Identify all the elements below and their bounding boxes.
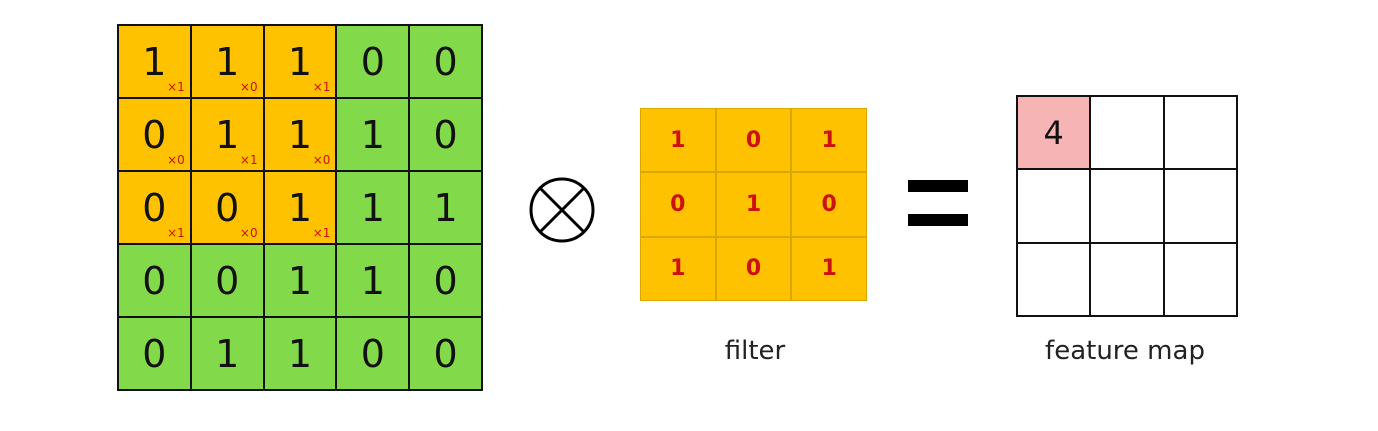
filter-cell: 1 xyxy=(641,237,715,300)
input-cell: 0 xyxy=(119,245,190,316)
input-cell-value: 0 xyxy=(215,185,240,230)
feature-map-cell xyxy=(1018,170,1090,242)
filter-weight-label: ×0 xyxy=(167,153,185,167)
filter-cell: 0 xyxy=(641,173,715,236)
input-cell-value: 0 xyxy=(142,112,167,157)
input-cell: 1 xyxy=(191,318,263,389)
input-cell-value: 1 xyxy=(215,112,240,157)
filter-cell: 0 xyxy=(716,109,791,172)
input-cell: 1 ×1 xyxy=(191,99,263,170)
input-cell-value: 0 xyxy=(433,112,458,157)
input-cell: 1 ×1 xyxy=(119,26,190,97)
input-cell-value: 1 xyxy=(142,39,167,84)
input-cell-value: 1 xyxy=(360,258,385,303)
input-cell: 0 xyxy=(337,318,409,389)
filter-cell: 0 xyxy=(716,237,791,300)
input-cell-value: 0 xyxy=(360,39,385,84)
input-cell: 1 xyxy=(337,172,409,243)
feature-map-cell xyxy=(1091,243,1163,315)
filter-weight-label: ×1 xyxy=(167,226,185,240)
feature-map-matrix: 4 xyxy=(1016,95,1238,317)
input-cell-value: 1 xyxy=(287,185,313,230)
input-cell: 0 xyxy=(410,318,481,389)
filter-weight-label: ×1 xyxy=(312,226,331,240)
convolution-operator-icon xyxy=(529,177,595,243)
input-cell: 0 xyxy=(191,245,263,316)
input-cell: 1 ×0 xyxy=(264,99,336,170)
input-cell: 0 xyxy=(410,26,481,97)
input-cell: 0 xyxy=(119,318,190,389)
feature-map-cell xyxy=(1164,170,1236,242)
input-cell-value: 0 xyxy=(142,258,167,303)
input-cell: 0 xyxy=(337,26,409,97)
input-cell: 1 xyxy=(337,99,409,170)
input-cell-value: 1 xyxy=(287,39,313,84)
input-cell: 0 ×0 xyxy=(191,172,263,243)
input-cell-value: 1 xyxy=(215,331,240,376)
feature-map-cell xyxy=(1164,243,1236,315)
equals-icon xyxy=(908,180,968,228)
filter-cell: 1 xyxy=(641,109,715,172)
input-cell: 1 xyxy=(337,245,409,316)
feature-map-cell xyxy=(1091,97,1163,169)
filter-weight-label: ×1 xyxy=(167,80,185,94)
input-cell: 1 xyxy=(410,172,481,243)
input-cell: 0 xyxy=(410,245,481,316)
input-cell: 1 xyxy=(264,245,336,316)
filter-weight-label: ×1 xyxy=(312,80,331,94)
filter-weight-label: ×0 xyxy=(239,80,258,94)
filter-weight-label: ×0 xyxy=(312,153,331,167)
input-cell: 0 ×1 xyxy=(119,172,190,243)
filter-cell: 0 xyxy=(792,173,866,236)
input-cell-value: 0 xyxy=(433,258,458,303)
input-cell-value: 1 xyxy=(215,39,240,84)
filter-weight-label: ×0 xyxy=(239,226,258,240)
input-cell-value: 0 xyxy=(142,185,167,230)
input-cell: 1 ×1 xyxy=(264,26,336,97)
input-cell-value: 0 xyxy=(215,258,240,303)
input-cell-value: 1 xyxy=(433,185,458,230)
input-cell-value: 0 xyxy=(142,331,167,376)
input-cell: 0 xyxy=(410,99,481,170)
input-cell: 1 xyxy=(264,318,336,389)
filter-label: filter xyxy=(724,336,786,366)
feature-map-cell xyxy=(1018,243,1090,315)
input-cell-value: 0 xyxy=(360,331,385,376)
input-cell: 1 ×0 xyxy=(191,26,263,97)
input-cell-value: 0 xyxy=(433,331,458,376)
input-cell-value: 1 xyxy=(287,112,313,157)
filter-cell: 1 xyxy=(792,237,866,300)
input-cell-value: 1 xyxy=(287,331,313,376)
feature-map-label: feature map xyxy=(1045,336,1205,366)
filter-cell: 1 xyxy=(716,173,791,236)
input-cell: 1 ×1 xyxy=(264,172,336,243)
input-cell-value: 1 xyxy=(360,185,385,230)
input-matrix: 1 ×1 1 ×0 1 ×1 0 0 0 ×0 1 ×1 1 ×0 1 0 0 ×1 0 ×0 1 ×1 1 1 0 0 1 1 0 0 1… xyxy=(117,24,483,391)
feature-map-cell: 4 xyxy=(1018,97,1090,169)
feature-map-cell xyxy=(1091,170,1163,242)
feature-map-cell xyxy=(1164,97,1236,169)
input-cell-value: 1 xyxy=(360,112,385,157)
input-cell: 0 ×0 xyxy=(119,99,190,170)
input-cell-value: 1 xyxy=(287,258,313,303)
filter-cell: 1 xyxy=(792,109,866,172)
filter-weight-label: ×1 xyxy=(239,153,258,167)
input-cell-value: 0 xyxy=(433,39,458,84)
